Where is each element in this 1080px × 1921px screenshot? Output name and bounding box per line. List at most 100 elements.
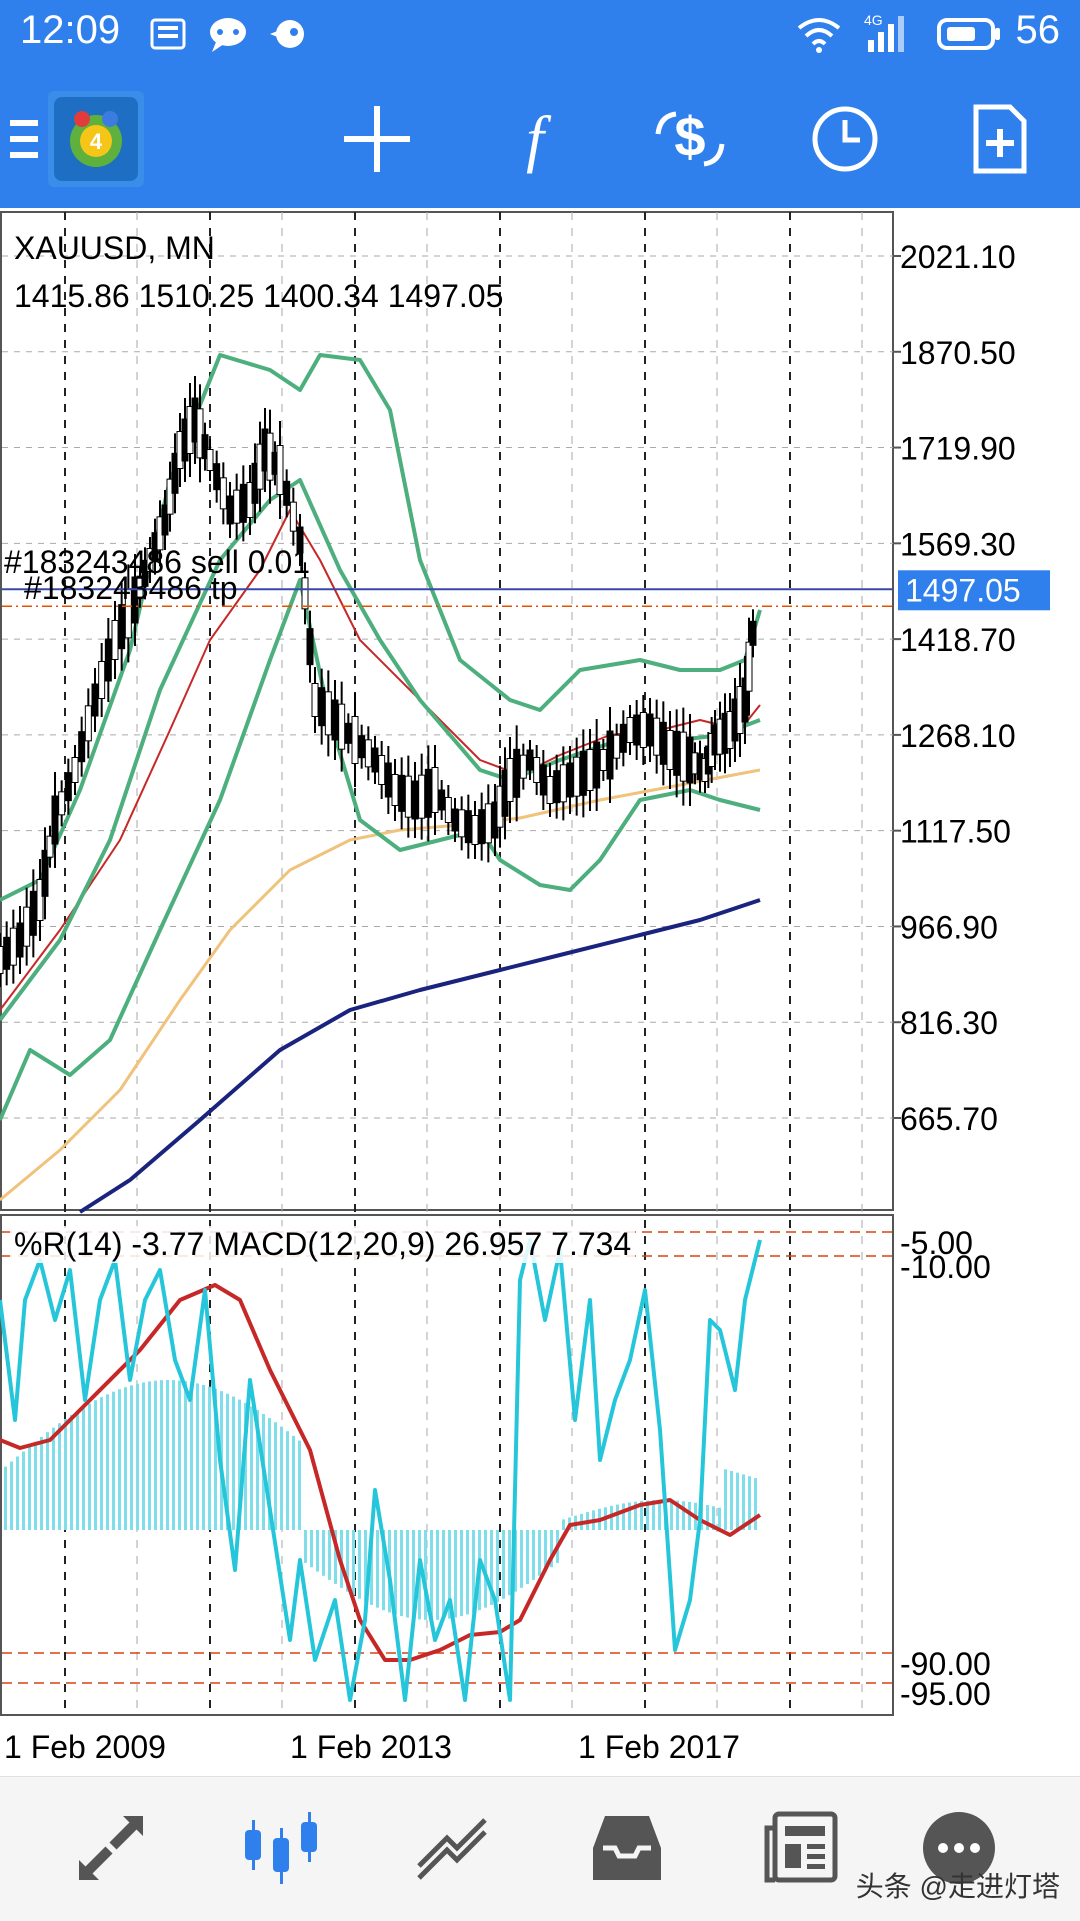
svg-text:f: f xyxy=(526,104,552,174)
indicator-tick-label: -5.00 xyxy=(900,1225,973,1261)
candle-body xyxy=(418,774,426,819)
macd-histogram-bar xyxy=(94,1400,97,1530)
candle-body xyxy=(318,687,326,727)
macd-histogram-bar xyxy=(130,1385,133,1530)
nav-chart[interactable] xyxy=(236,1803,326,1893)
nav-history[interactable] xyxy=(582,1803,672,1893)
macd-histogram-bar xyxy=(400,1530,403,1617)
candle-body xyxy=(276,445,284,495)
candle-body xyxy=(404,775,412,818)
price-chart-svg[interactable]: 2021.10 1870.50 1719.90 1569.30 1418.70 1268.… xyxy=(0,208,1080,1768)
macd-histogram-bar xyxy=(358,1530,361,1599)
macd-histogram-bar xyxy=(106,1394,109,1530)
macd-histogram-bar xyxy=(232,1396,235,1530)
candle-body xyxy=(371,747,379,773)
macd-histogram-bar xyxy=(364,1530,367,1602)
macd-histogram-bar xyxy=(538,1530,541,1576)
candle-body xyxy=(438,789,446,811)
macd-histogram-bar xyxy=(724,1469,727,1530)
candle-body xyxy=(118,604,126,650)
candle-body xyxy=(141,559,149,587)
period-button[interactable] xyxy=(800,94,890,184)
macd-histogram-bar xyxy=(124,1387,127,1530)
candle-body xyxy=(91,683,99,717)
candle-body xyxy=(533,757,541,783)
macd-signal-line xyxy=(0,1283,762,1662)
candle-body xyxy=(201,434,209,460)
macd-histogram-bar xyxy=(466,1530,469,1615)
candle-body xyxy=(471,815,479,845)
macd-histogram-bar xyxy=(286,1431,289,1530)
candle-body xyxy=(749,620,757,646)
macd-histogram-bar xyxy=(682,1501,685,1530)
candle-body xyxy=(196,408,204,459)
candle-body xyxy=(553,770,561,804)
macd-histogram-bar xyxy=(484,1530,487,1608)
candle-body xyxy=(29,890,37,936)
quotes-icon xyxy=(79,1816,143,1880)
nav-trade[interactable] xyxy=(408,1803,498,1893)
price-tick-label: 1418.70 xyxy=(900,622,1016,658)
macd-histogram-bar xyxy=(334,1530,337,1584)
macd-histogram-bar xyxy=(214,1388,217,1530)
trade-icon xyxy=(417,1818,487,1880)
macd-histogram-bar xyxy=(166,1380,169,1530)
candle-body xyxy=(478,809,486,845)
signal-icon xyxy=(868,16,904,52)
macd-histogram-bar xyxy=(154,1380,157,1530)
indicators-button[interactable]: f xyxy=(490,94,580,184)
macd-histogram-bar xyxy=(112,1391,115,1530)
candle-body xyxy=(111,620,119,660)
macd-histogram-bar xyxy=(190,1382,193,1530)
macd-histogram-bar xyxy=(40,1436,43,1530)
crosshair-button[interactable] xyxy=(332,94,422,184)
macd-histogram-bar xyxy=(430,1530,433,1620)
macd-histogram-bar xyxy=(148,1381,151,1530)
macd-histogram-bar xyxy=(676,1500,679,1530)
macd-histogram-bar xyxy=(328,1530,331,1580)
macd-histogram-bar xyxy=(76,1410,79,1530)
macd-histogram-bar xyxy=(184,1381,187,1530)
macd-histogram-bar xyxy=(316,1530,319,1572)
nav-news[interactable] xyxy=(756,1803,846,1893)
candle-body xyxy=(659,721,667,765)
macd-histogram-bar xyxy=(16,1456,19,1530)
nav-chat[interactable] xyxy=(914,1803,1004,1893)
chart-area[interactable]: 2021.10 1870.50 1719.90 1569.30 1418.70 1268.… xyxy=(0,208,1080,1768)
macd-histogram-bar xyxy=(64,1418,67,1530)
indicator-label: %R(14) -3.77 MACD(12,20,9) 26.957 7.734 xyxy=(10,1226,636,1263)
candle-body xyxy=(398,774,406,812)
macd-histogram-bar xyxy=(310,1530,313,1568)
candle-body xyxy=(506,758,514,802)
macd-histogram-bar xyxy=(160,1380,163,1530)
trade-button[interactable]: $ xyxy=(645,94,735,184)
macd-histogram-bar xyxy=(142,1382,145,1530)
nav-quotes[interactable] xyxy=(66,1803,156,1893)
macd-histogram-bar xyxy=(406,1530,409,1618)
date-tick-label: 1 Feb 2013 xyxy=(290,1729,452,1765)
macd-histogram-bar xyxy=(34,1441,37,1530)
macd-histogram-bar xyxy=(268,1418,271,1530)
macd-histogram-bar xyxy=(736,1472,739,1530)
price-tick-label: 1569.30 xyxy=(900,526,1016,562)
menu-button[interactable] xyxy=(0,94,70,184)
price-tick-label: 665.70 xyxy=(900,1101,998,1137)
price-tick-label: 2021.10 xyxy=(900,239,1016,275)
candle-body xyxy=(451,808,459,832)
app-logo-button[interactable]: 4 xyxy=(48,91,144,187)
macd-histogram-bar xyxy=(652,1500,655,1530)
macd-histogram-bar xyxy=(712,1506,715,1530)
new-order-button[interactable] xyxy=(955,94,1045,184)
candle-body xyxy=(71,757,79,783)
macd-histogram-bar xyxy=(718,1507,721,1530)
candle-body xyxy=(458,809,466,838)
chart-icon xyxy=(245,1812,317,1884)
clock-time: 12:09 xyxy=(20,8,121,52)
macd-histogram-bar xyxy=(628,1502,631,1530)
williams-r-line xyxy=(0,1238,762,1702)
macd-histogram-bar xyxy=(658,1500,661,1530)
candle-body xyxy=(239,483,247,523)
candle-body xyxy=(161,504,169,536)
macd-histogram-bar xyxy=(640,1500,643,1530)
price-tick-label: 1870.50 xyxy=(900,335,1016,371)
